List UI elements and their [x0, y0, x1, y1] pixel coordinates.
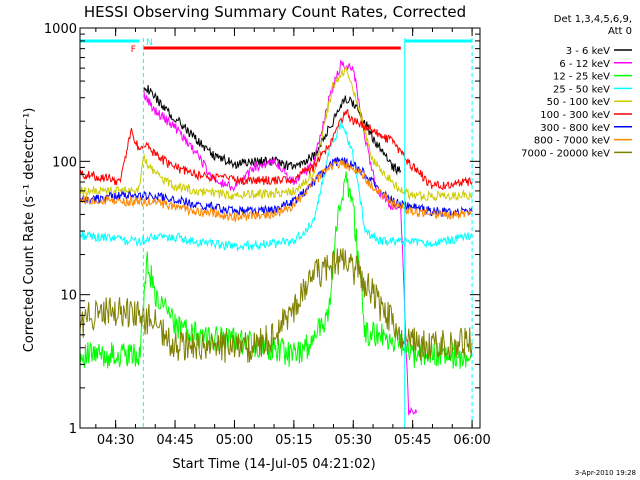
y-tick-label-0: 1 — [69, 422, 77, 437]
x-tick-label-6: 06:00 — [453, 433, 490, 448]
chart-title: HESSI Observing Summary Count Rates, Cor… — [84, 3, 466, 21]
flag-label-f: F — [131, 45, 136, 55]
axes: 04:30 04:45 05:00 05:15 05:30 05:45 06:00 1 10 10… — [44, 22, 491, 448]
flag-label-n: N — [146, 38, 153, 48]
series-line-7000-20000-kev — [79, 248, 473, 363]
legend-label-25-50-kev: 25 - 50 keV — [553, 84, 610, 95]
legend-label-300-800-kev: 300 - 800 keV — [540, 123, 610, 134]
legend-header-1: Att 0 — [608, 26, 632, 37]
plot-frame — [79, 27, 481, 429]
x-tick-label-5: 05:45 — [394, 433, 431, 448]
series-line-25-50-kev — [79, 117, 473, 253]
y-axis-label: Corrected Count Rate (s⁻¹ detector⁻¹) — [22, 108, 37, 353]
x-tick-label-3: 05:15 — [275, 433, 312, 448]
x-tick-label-0: 04:30 — [97, 433, 134, 448]
legend-label-7000-20000-kev: 7000 - 20000 keV — [521, 148, 610, 159]
series-lines — [79, 59, 473, 416]
legend-label-800-7000-kev: 800 - 7000 keV — [534, 136, 610, 147]
legend-label-100-300-kev: 100 - 300 keV — [540, 110, 610, 121]
series-line-6-12-kev — [142, 59, 418, 416]
x-tick-label-2: 05:00 — [216, 433, 253, 448]
y-tick-label-3: 1000 — [44, 22, 77, 37]
legend-label-3-6-kev: 3 - 6 keV — [566, 46, 610, 57]
legend: Det 1,3,4,5,6,9,Att 0 3 - 6 keV 6 - 12 keV… — [521, 14, 632, 159]
x-tick-label-4: 05:30 — [335, 433, 372, 448]
legend-label-6-12-kev: 6 - 12 keV — [559, 59, 610, 70]
flag-bars: NF — [80, 38, 473, 55]
x-axis-label: Start Time (14-Jul-05 04:21:02) — [172, 457, 375, 472]
y-tick-label-1: 10 — [60, 289, 77, 304]
vertical-markers — [142, 38, 473, 428]
legend-header-0: Det 1,3,4,5,6,9, — [554, 14, 632, 25]
x-tick-label-1: 04:45 — [156, 433, 193, 448]
legend-label-12-25-kev: 12 - 25 keV — [553, 72, 610, 83]
series-line-100-300-kev — [79, 108, 473, 191]
series-line-50-100-kev — [79, 66, 473, 202]
series-line-800-7000-kev — [79, 159, 473, 223]
footer-date: 3-Apr-2010 19:28 — [575, 469, 636, 477]
series-line-12-25-kev — [79, 171, 473, 369]
y-tick-label-2: 100 — [52, 155, 77, 170]
legend-label-50-100-kev: 50 - 100 keV — [547, 97, 611, 108]
